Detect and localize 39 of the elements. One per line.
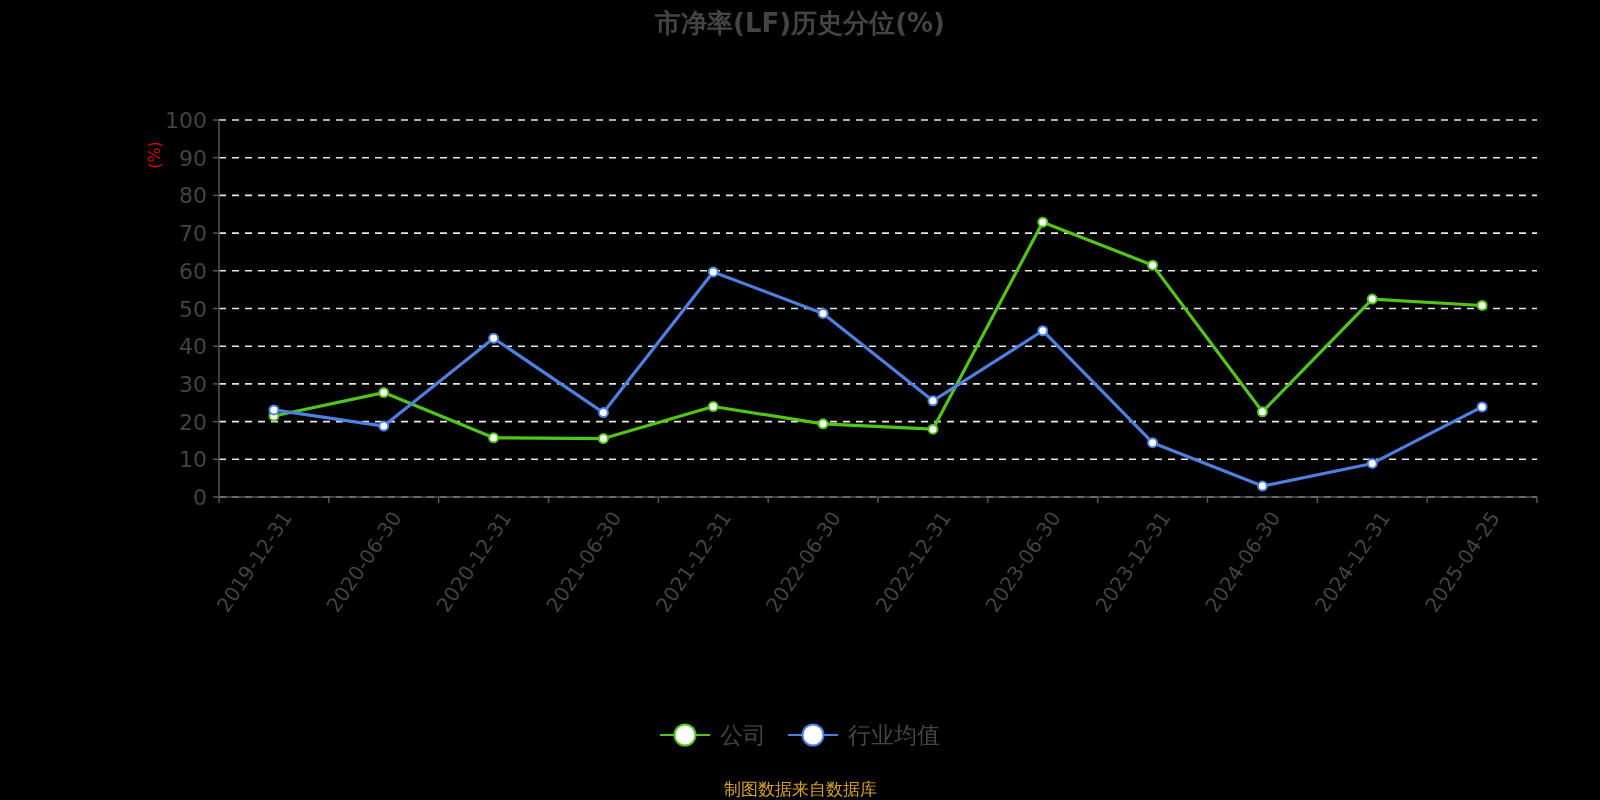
point: [1037, 325, 1049, 337]
point: [378, 420, 390, 432]
legend-label: 公司: [720, 722, 766, 748]
point: [707, 266, 719, 278]
point: [1366, 457, 1378, 469]
y-tick-label: 0: [193, 485, 207, 510]
y-axis-title: (%): [145, 141, 164, 169]
point: [1476, 401, 1488, 413]
point: [707, 401, 719, 413]
point: [1366, 293, 1378, 305]
y-tick-label: 30: [179, 371, 207, 397]
point: [378, 387, 390, 399]
point: [488, 332, 500, 344]
point: [1147, 259, 1159, 271]
y-tick-label: 40: [179, 334, 207, 360]
y-tick-label: 60: [179, 258, 207, 284]
legend-label: 行业均值: [848, 722, 940, 748]
point: [1037, 216, 1049, 228]
point: [1256, 480, 1268, 492]
point: [1147, 437, 1159, 449]
y-tick-label: 100: [165, 108, 207, 133]
point: [817, 418, 829, 430]
point: [488, 432, 500, 444]
point: [1476, 299, 1488, 311]
text: 制图数据来自数据库: [723, 779, 877, 799]
point: [268, 404, 280, 416]
point: [927, 423, 939, 435]
point: [1256, 406, 1268, 418]
y-tick-label: 80: [179, 183, 207, 209]
point: [597, 433, 609, 445]
y-tick-label: 50: [179, 296, 207, 322]
y-tick-label: 70: [179, 221, 207, 247]
point: [817, 307, 829, 319]
chart-title: 市净率(LF)历史分位(%): [654, 8, 945, 38]
point: [927, 395, 939, 407]
y-tick-label: 20: [179, 409, 207, 435]
point: [597, 407, 609, 419]
y-tick-label: 90: [179, 145, 207, 171]
y-tick-label: 10: [179, 447, 207, 473]
